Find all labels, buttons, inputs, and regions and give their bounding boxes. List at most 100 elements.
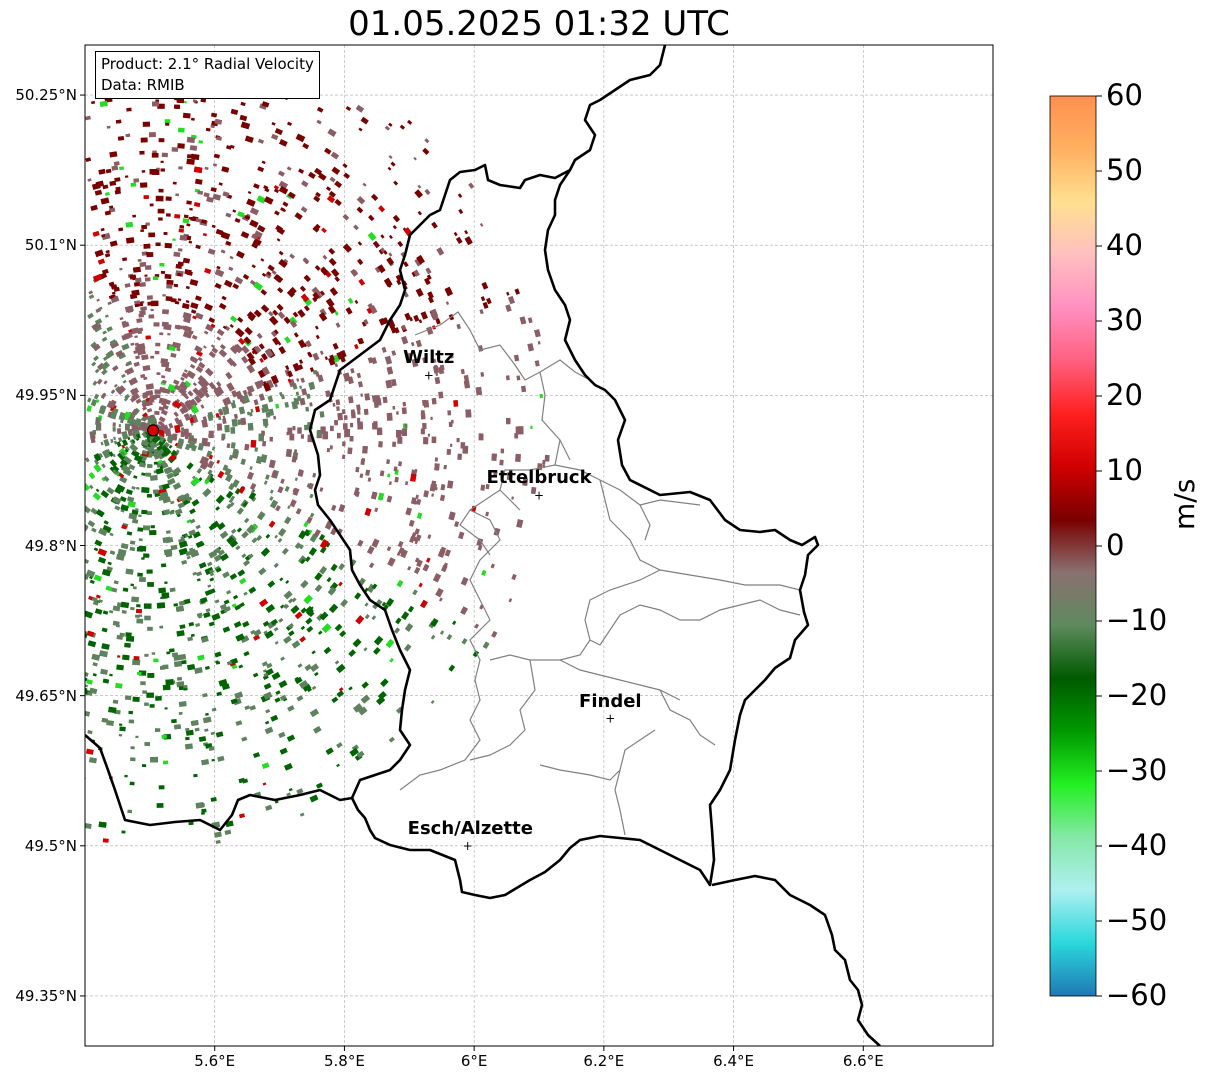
echo-pixel bbox=[300, 558, 306, 564]
echo-pixel bbox=[448, 664, 456, 672]
echo-pixel bbox=[392, 214, 401, 223]
echo-pixel bbox=[165, 679, 174, 686]
echo-pixel bbox=[165, 213, 171, 217]
echo-pixel bbox=[189, 508, 196, 515]
echo-pixel bbox=[194, 345, 203, 353]
echo-pixel bbox=[243, 336, 252, 345]
echo-pixel bbox=[190, 549, 200, 558]
echo-pixel bbox=[464, 236, 473, 246]
echo-pixel bbox=[90, 436, 96, 444]
echo-pixel bbox=[334, 660, 340, 665]
echo-pixel bbox=[149, 203, 154, 207]
echo-pixel bbox=[395, 617, 402, 625]
echo-pixel bbox=[372, 583, 378, 590]
echo-pixel bbox=[187, 636, 194, 642]
echo-pixel bbox=[296, 378, 300, 382]
echo-pixel bbox=[204, 392, 210, 399]
echo-pixel bbox=[234, 276, 244, 285]
echo-pixel bbox=[144, 277, 151, 282]
echo-pixel bbox=[187, 663, 196, 671]
echo-pixel bbox=[101, 477, 106, 482]
echo-pixel bbox=[190, 216, 196, 222]
echo-pixel bbox=[90, 341, 98, 349]
echo-pixel bbox=[340, 598, 349, 608]
echo-pixel bbox=[527, 317, 533, 324]
echo-pixel bbox=[345, 307, 353, 315]
echo-pixel bbox=[303, 305, 310, 312]
echo-pixel bbox=[124, 305, 134, 313]
echo-pixel bbox=[226, 660, 233, 666]
echo-pixel bbox=[93, 355, 99, 362]
echo-pixel bbox=[342, 243, 353, 253]
echo-pixel bbox=[277, 486, 284, 494]
echo-pixel bbox=[218, 302, 227, 310]
echo-pixel bbox=[399, 124, 406, 130]
echo-pixel bbox=[218, 349, 228, 358]
echo-pixel bbox=[96, 378, 103, 385]
echo-pixel bbox=[207, 473, 212, 479]
colorbar-tick-label: −50 bbox=[1106, 903, 1168, 937]
echo-pixel bbox=[280, 656, 285, 661]
echo-pixel bbox=[249, 207, 259, 216]
echo-pixel bbox=[134, 303, 140, 308]
echo-pixel bbox=[119, 459, 129, 468]
echo-pixel bbox=[195, 622, 201, 627]
echo-pixel bbox=[506, 417, 511, 425]
echo-pixel bbox=[117, 655, 121, 658]
echo-pixel bbox=[382, 396, 388, 404]
echo-pixel bbox=[318, 312, 328, 322]
echo-pixel bbox=[265, 534, 271, 539]
echo-pixel bbox=[240, 458, 246, 465]
echo-pixel bbox=[195, 365, 204, 373]
echo-pixel bbox=[106, 326, 113, 332]
echo-pixel bbox=[95, 488, 100, 493]
echo-pixel bbox=[434, 463, 440, 471]
echo-pixel bbox=[112, 453, 116, 458]
echo-pixel bbox=[334, 420, 338, 426]
echo-pixel bbox=[257, 138, 265, 144]
echo-pixel bbox=[173, 251, 181, 258]
echo-pixel bbox=[201, 759, 209, 766]
echo-pixel bbox=[194, 727, 200, 732]
echo-pixel bbox=[404, 312, 412, 321]
echo-pixel bbox=[192, 571, 197, 576]
echo-pixel bbox=[148, 232, 156, 238]
echo-pixel bbox=[108, 610, 114, 614]
echo-pixel bbox=[514, 288, 520, 295]
echo-pixel bbox=[175, 193, 180, 197]
echo-pixel bbox=[386, 459, 390, 464]
echo-pixel bbox=[286, 734, 296, 742]
echo-pixel bbox=[249, 483, 257, 491]
echo-pixel bbox=[163, 760, 169, 765]
echo-pixel bbox=[207, 469, 213, 475]
echo-pixel bbox=[244, 326, 253, 336]
echo-pixel bbox=[350, 422, 354, 428]
echo-pixel bbox=[135, 614, 140, 618]
echo-pixel bbox=[429, 483, 436, 492]
echo-pixel bbox=[193, 773, 198, 778]
echo-pixel bbox=[464, 230, 469, 235]
echo-pixel bbox=[274, 534, 278, 539]
echo-pixel bbox=[210, 520, 220, 530]
echo-pixel bbox=[210, 323, 216, 328]
echo-pixel bbox=[263, 682, 272, 690]
echo-pixel bbox=[130, 757, 136, 762]
echo-pixel bbox=[294, 212, 303, 221]
echo-pixel bbox=[460, 606, 469, 616]
radar-site-marker bbox=[147, 424, 160, 437]
echo-pixel bbox=[136, 343, 146, 351]
echo-pixel bbox=[174, 104, 181, 109]
echo-pixel bbox=[186, 223, 191, 227]
echo-pixel bbox=[85, 457, 90, 463]
echo-pixel bbox=[141, 557, 145, 560]
echo-pixel bbox=[388, 155, 393, 159]
echo-pixel bbox=[329, 176, 336, 183]
echo-pixel bbox=[302, 683, 312, 692]
echo-pixel bbox=[255, 406, 260, 413]
echo-pixel bbox=[300, 206, 308, 213]
echo-pixel bbox=[186, 271, 193, 276]
echo-pixel bbox=[124, 283, 131, 288]
echo-pixel bbox=[164, 707, 168, 710]
echo-pixel bbox=[262, 669, 267, 673]
echo-pixel bbox=[315, 334, 320, 340]
